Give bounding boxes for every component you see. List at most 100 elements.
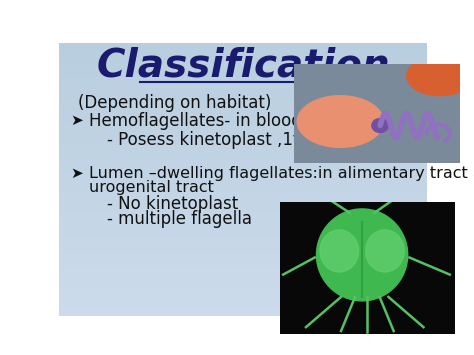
Bar xyxy=(59,151,427,152)
Bar xyxy=(59,127,427,129)
Bar xyxy=(59,308,427,309)
Bar xyxy=(59,155,427,156)
Circle shape xyxy=(407,56,473,96)
Bar xyxy=(59,138,427,140)
Bar xyxy=(59,311,427,312)
Ellipse shape xyxy=(320,230,358,272)
Bar xyxy=(59,196,427,197)
Bar xyxy=(59,208,427,209)
Bar xyxy=(59,207,427,208)
Text: - multiple flagella: - multiple flagella xyxy=(107,210,252,228)
Bar xyxy=(59,181,427,182)
Bar xyxy=(59,245,427,246)
Bar xyxy=(59,56,427,58)
Bar xyxy=(59,136,427,137)
Bar xyxy=(59,142,427,144)
Circle shape xyxy=(297,96,383,147)
Text: Classification: Classification xyxy=(96,47,390,85)
Bar xyxy=(59,102,427,103)
Bar xyxy=(59,156,427,157)
Bar xyxy=(59,67,427,69)
Bar xyxy=(59,93,427,94)
Bar xyxy=(59,244,427,245)
Bar xyxy=(59,88,427,89)
Bar xyxy=(59,114,427,115)
Bar xyxy=(59,123,427,125)
Bar xyxy=(59,246,427,248)
Bar xyxy=(59,152,427,153)
Bar xyxy=(59,47,427,48)
Bar xyxy=(59,256,427,257)
Bar xyxy=(59,201,427,202)
Bar xyxy=(59,84,427,85)
Text: - Posess kinetoplast ,1flagellum.: - Posess kinetoplast ,1flagellum. xyxy=(107,131,375,149)
Bar xyxy=(59,229,427,230)
Bar xyxy=(59,160,427,162)
Bar xyxy=(59,159,427,160)
Bar xyxy=(59,264,427,266)
Bar xyxy=(59,171,427,173)
Bar xyxy=(59,306,427,308)
Bar xyxy=(59,294,427,295)
Bar xyxy=(59,149,427,151)
Bar xyxy=(59,122,427,123)
Bar xyxy=(59,286,427,287)
Bar xyxy=(59,295,427,297)
Bar xyxy=(59,260,427,261)
Bar xyxy=(59,257,427,258)
Bar xyxy=(59,49,427,51)
Bar xyxy=(59,70,427,71)
Bar xyxy=(59,55,427,56)
Bar xyxy=(59,43,427,44)
Bar xyxy=(59,131,427,133)
Bar xyxy=(59,86,427,88)
Bar xyxy=(59,129,427,130)
Bar xyxy=(59,134,427,136)
Bar xyxy=(59,52,427,54)
Bar xyxy=(59,305,427,306)
Bar xyxy=(59,73,427,74)
Bar xyxy=(59,291,427,293)
Bar xyxy=(59,239,427,241)
Bar xyxy=(59,92,427,93)
Bar xyxy=(59,100,427,102)
Bar xyxy=(59,51,427,52)
Bar xyxy=(59,198,427,200)
Bar xyxy=(59,209,427,211)
Bar xyxy=(59,126,427,127)
Bar xyxy=(59,65,427,66)
Bar xyxy=(59,235,427,237)
Bar xyxy=(59,66,427,67)
Bar xyxy=(59,60,427,62)
Bar xyxy=(59,315,427,316)
Bar xyxy=(59,115,427,116)
Bar xyxy=(59,186,427,187)
Bar xyxy=(59,231,427,233)
Bar xyxy=(59,187,427,189)
Bar xyxy=(59,162,427,163)
Bar xyxy=(59,176,427,178)
Bar xyxy=(59,168,427,170)
Bar xyxy=(59,182,427,184)
Bar xyxy=(59,170,427,171)
Bar xyxy=(59,204,427,205)
Bar xyxy=(59,44,427,45)
Bar xyxy=(59,230,427,231)
Bar xyxy=(59,249,427,250)
Bar xyxy=(59,185,427,186)
Bar xyxy=(59,234,427,235)
Bar xyxy=(59,103,427,104)
Text: ➤: ➤ xyxy=(70,166,83,181)
Bar xyxy=(59,312,427,313)
Bar xyxy=(59,280,427,282)
Bar xyxy=(59,276,427,278)
Bar xyxy=(59,118,427,119)
Bar xyxy=(59,269,427,271)
Bar xyxy=(59,80,427,81)
Bar xyxy=(59,96,427,97)
Bar xyxy=(59,85,427,86)
Bar xyxy=(59,271,427,272)
Bar xyxy=(59,62,427,63)
Bar xyxy=(59,166,427,167)
Bar xyxy=(59,157,427,159)
